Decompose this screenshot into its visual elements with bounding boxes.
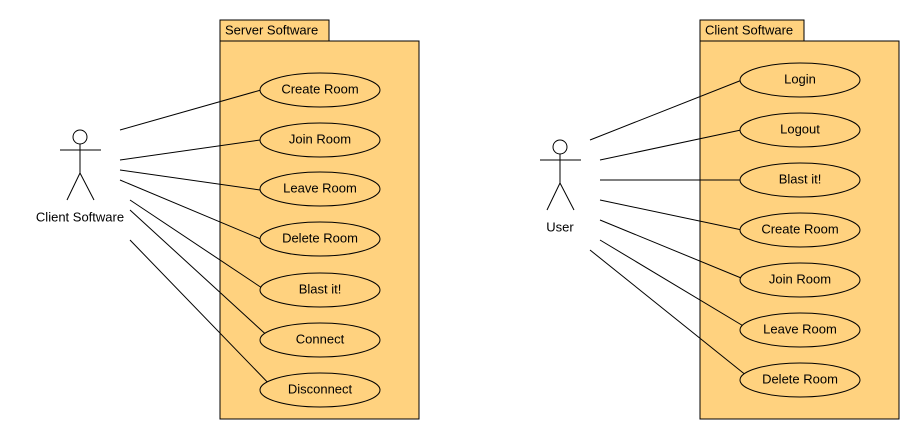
usecase-connect: Connect bbox=[259, 322, 381, 358]
actor-right-leg bbox=[79, 172, 95, 201]
right-associations bbox=[589, 79, 753, 381]
usecase-delete-room: Delete Room bbox=[739, 362, 861, 398]
usecase-label: Logout bbox=[780, 121, 820, 136]
usecase-label: Create Room bbox=[761, 221, 838, 236]
association-join-room bbox=[119, 139, 261, 161]
right-use-cases: Login Logout Blast it! Create Room Join … bbox=[739, 62, 861, 398]
usecase-label: Leave Room bbox=[283, 180, 357, 195]
usecase-join-room: Join Room bbox=[739, 262, 861, 298]
association-disconnect bbox=[129, 239, 276, 391]
association-blast-it bbox=[129, 199, 266, 291]
usecase-label: Leave Room bbox=[763, 321, 837, 336]
usecase-label: Connect bbox=[296, 331, 345, 346]
left-system-title: Server Software bbox=[225, 22, 318, 37]
right-actor bbox=[540, 139, 581, 211]
association-delete-room bbox=[119, 179, 264, 241]
usecase-leave-room: Leave Room bbox=[259, 171, 381, 207]
association-delete-room bbox=[589, 249, 753, 381]
actor-head bbox=[72, 129, 88, 145]
usecase-login: Login bbox=[739, 62, 861, 98]
association-logout bbox=[599, 129, 742, 161]
usecase-label: Login bbox=[784, 71, 816, 86]
usecase-delete-room: Delete Room bbox=[259, 221, 381, 257]
association-create-room bbox=[599, 199, 743, 231]
left-use-cases: Create Room Join Room Leave Room Delete … bbox=[259, 72, 381, 408]
usecase-blast-it: Blast it! bbox=[739, 162, 861, 198]
usecase-join-room: Join Room bbox=[259, 122, 381, 158]
association-leave-room bbox=[599, 239, 751, 331]
right-system-title: Client Software bbox=[705, 22, 793, 37]
usecase-blast-it: Blast it! bbox=[259, 272, 381, 308]
actor-left-leg bbox=[66, 172, 81, 201]
usecase-create-room: Create Room bbox=[739, 212, 861, 248]
usecase-label: Join Room bbox=[769, 271, 831, 286]
usecase-label: Delete Room bbox=[282, 230, 358, 245]
left-diagram: Server Software Client Software Cr bbox=[36, 19, 420, 420]
right-actor-label: User bbox=[546, 219, 574, 234]
usecase-label: Disconnect bbox=[288, 381, 353, 396]
left-actor bbox=[60, 129, 101, 201]
usecase-label: Create Room bbox=[281, 81, 358, 96]
usecase-disconnect: Disconnect bbox=[259, 372, 381, 408]
left-associations bbox=[119, 89, 276, 391]
association-join-room bbox=[599, 219, 747, 281]
usecase-label: Blast it! bbox=[779, 171, 822, 186]
association-create-room bbox=[119, 89, 262, 131]
actor-right-leg bbox=[559, 182, 575, 211]
usecase-label: Join Room bbox=[289, 131, 351, 146]
association-connect bbox=[129, 209, 273, 341]
actor-head bbox=[552, 139, 568, 155]
left-actor-label: Client Software bbox=[36, 209, 124, 224]
association-leave-room bbox=[119, 169, 261, 191]
usecase-label: Blast it! bbox=[299, 281, 342, 296]
usecase-label: Delete Room bbox=[762, 371, 838, 386]
association-login bbox=[589, 79, 743, 141]
actor-left-leg bbox=[546, 182, 561, 211]
usecase-leave-room: Leave Room bbox=[739, 312, 861, 348]
right-diagram: Client Software User Login bbox=[540, 19, 900, 420]
usecase-logout: Logout bbox=[739, 112, 861, 148]
usecase-create-room: Create Room bbox=[259, 72, 381, 108]
